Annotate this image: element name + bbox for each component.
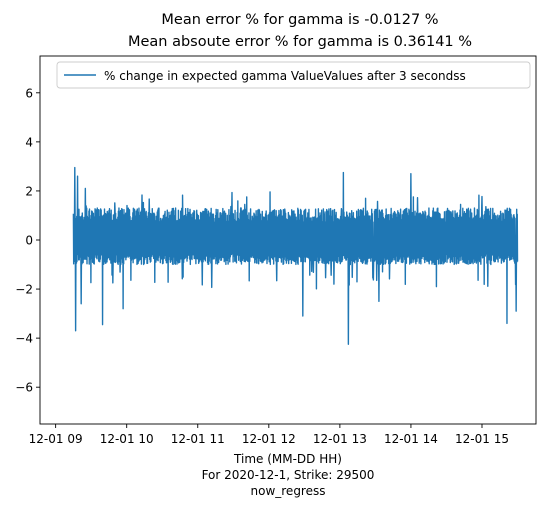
x-axis-caption-line: For 2020-12-1, Strike: 29500 [202,468,375,482]
series-line [72,166,519,345]
x-axis-caption-line: now_regress [251,484,326,498]
x-axis-label: Time (MM-DD HH) For 2020-12-1, Strike: 2… [202,452,375,498]
legend-box [56,61,531,89]
x-tick-label: 12-01 13 [313,432,367,446]
legend-label: % change in expected gamma ValueValues a… [104,69,466,83]
x-axis-label-line: Time (MM-DD HH) [233,452,342,466]
chart-subtitle-line: Mean absoute error % for gamma is 0.3614… [128,34,472,50]
y-axis: −6 −4 −2 0 2 4 6 [15,86,40,395]
x-tick-label: 12-01 09 [29,432,83,446]
x-axis: 12-01 09 12-01 10 12-01 11 12-01 12 12-01 13… [29,424,509,446]
x-tick-label: 12-01 14 [384,432,438,446]
x-tick-label: 12-01 12 [242,432,296,446]
x-tick-label: 12-01 11 [171,432,225,446]
chart-title: Mean error % for gamma is -0.0127 % Mean… [128,12,472,50]
y-tick-label: 4 [25,135,33,149]
y-tick-label: 2 [25,184,33,198]
y-tick-label: −4 [15,332,33,346]
x-tick-label: 12-01 10 [100,432,154,446]
y-tick-label: 6 [25,86,33,100]
y-tick-label: −2 [15,283,33,297]
plot-area [39,55,537,425]
y-tick-label: 0 [25,234,33,248]
legend: % change in expected gamma ValueValues a… [56,61,531,89]
x-tick-label: 12-01 15 [455,432,509,446]
chart-title-line: Mean error % for gamma is -0.0127 % [161,12,438,28]
series-layer [72,166,519,345]
y-tick-label: −6 [15,381,33,395]
